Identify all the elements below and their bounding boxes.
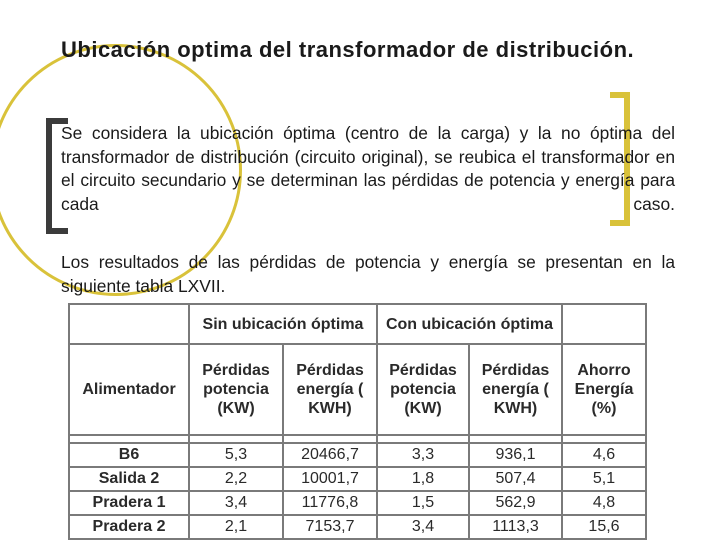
- body-paragraph-1: Se considera la ubicación óptima (centro…: [61, 123, 675, 214]
- decorative-circle: [0, 44, 242, 296]
- table-cell: 11776,8: [282, 490, 378, 516]
- alimentador-cell: Pradera 1: [68, 490, 190, 516]
- table-cell: 1113,3: [468, 514, 563, 540]
- decorative-left-bracket-bottom: [46, 228, 68, 234]
- table-row: Pradera 2 2,1 7153,7 3,4 1113,3 15,6: [68, 514, 647, 540]
- table-cell: 5,3: [188, 442, 284, 468]
- body-paragraph-2: Los resultados de las pérdidas de potenc…: [61, 252, 675, 296]
- column-header-alimentador: Alimentador: [68, 343, 190, 436]
- spacer-cell: [68, 434, 190, 444]
- table-row: Salida 2 2,2 10001,7 1,8 507,4 5,1: [68, 466, 647, 492]
- table-cell: 1,8: [376, 466, 470, 492]
- table-cell: 2,1: [188, 514, 284, 540]
- table-cell: 10001,7: [282, 466, 378, 492]
- table-cell: 4,6: [561, 442, 647, 468]
- table-cell: 15,6: [561, 514, 647, 540]
- corner-cell: [68, 303, 190, 344]
- alimentador-cell: Salida 2: [68, 466, 190, 492]
- table-cell: 20466,7: [282, 442, 378, 468]
- alimentador-cell: B6: [68, 442, 190, 468]
- table-cell: 936,1: [468, 442, 563, 468]
- spacer-cell: [188, 434, 284, 444]
- table-cell: 5,1: [561, 466, 647, 492]
- decorative-right-bracket-bottom: [610, 220, 630, 226]
- table-cell: 4,8: [561, 490, 647, 516]
- spacer-cell: [561, 434, 647, 444]
- corner-cell-right: [561, 303, 647, 344]
- column-header-ahorro-energia: Ahorro Energía (%): [561, 343, 647, 436]
- decorative-right-bracket-top: [610, 92, 630, 98]
- table-cell: 2,2: [188, 466, 284, 492]
- column-header-perdidas-energia-con: Pérdidas energía ( KWH): [468, 343, 563, 436]
- results-table: Sin ubicación óptima Con ubicación óptim…: [68, 303, 647, 540]
- table-cell: 562,9: [468, 490, 563, 516]
- table-cell: 3,4: [376, 514, 470, 540]
- column-header-perdidas-energia-sin: Pérdidas energía ( KWH): [282, 343, 378, 436]
- table-row: Pradera 1 3,4 11776,8 1,5 562,9 4,8: [68, 490, 647, 516]
- group-header-con: Con ubicación óptima: [376, 303, 563, 345]
- decorative-left-bracket-top: [46, 118, 68, 124]
- decorative-left-bracket: [46, 118, 61, 234]
- table-row: B6 5,3 20466,7 3,3 936,1 4,6: [68, 442, 647, 468]
- spacer-cell: [376, 434, 470, 444]
- table-cell: 507,4: [468, 466, 563, 492]
- column-header-perdidas-potencia-con: Pérdidas potencia (KW): [376, 343, 470, 436]
- spacer-cell: [468, 434, 563, 444]
- column-header-perdidas-potencia-sin: Pérdidas potencia (KW): [188, 343, 284, 436]
- table-cell: 3,4: [188, 490, 284, 516]
- decorative-right-bracket: [624, 92, 630, 226]
- spacer-cell: [282, 434, 378, 444]
- table-cell: 3,3: [376, 442, 470, 468]
- alimentador-cell: Pradera 2: [68, 514, 190, 540]
- table-cell: 1,5: [376, 490, 470, 516]
- slide-title: Ubicación optima del transformador de di…: [61, 37, 635, 62]
- group-header-sin: Sin ubicación óptima: [188, 303, 378, 345]
- table-cell: 7153,7: [282, 514, 378, 540]
